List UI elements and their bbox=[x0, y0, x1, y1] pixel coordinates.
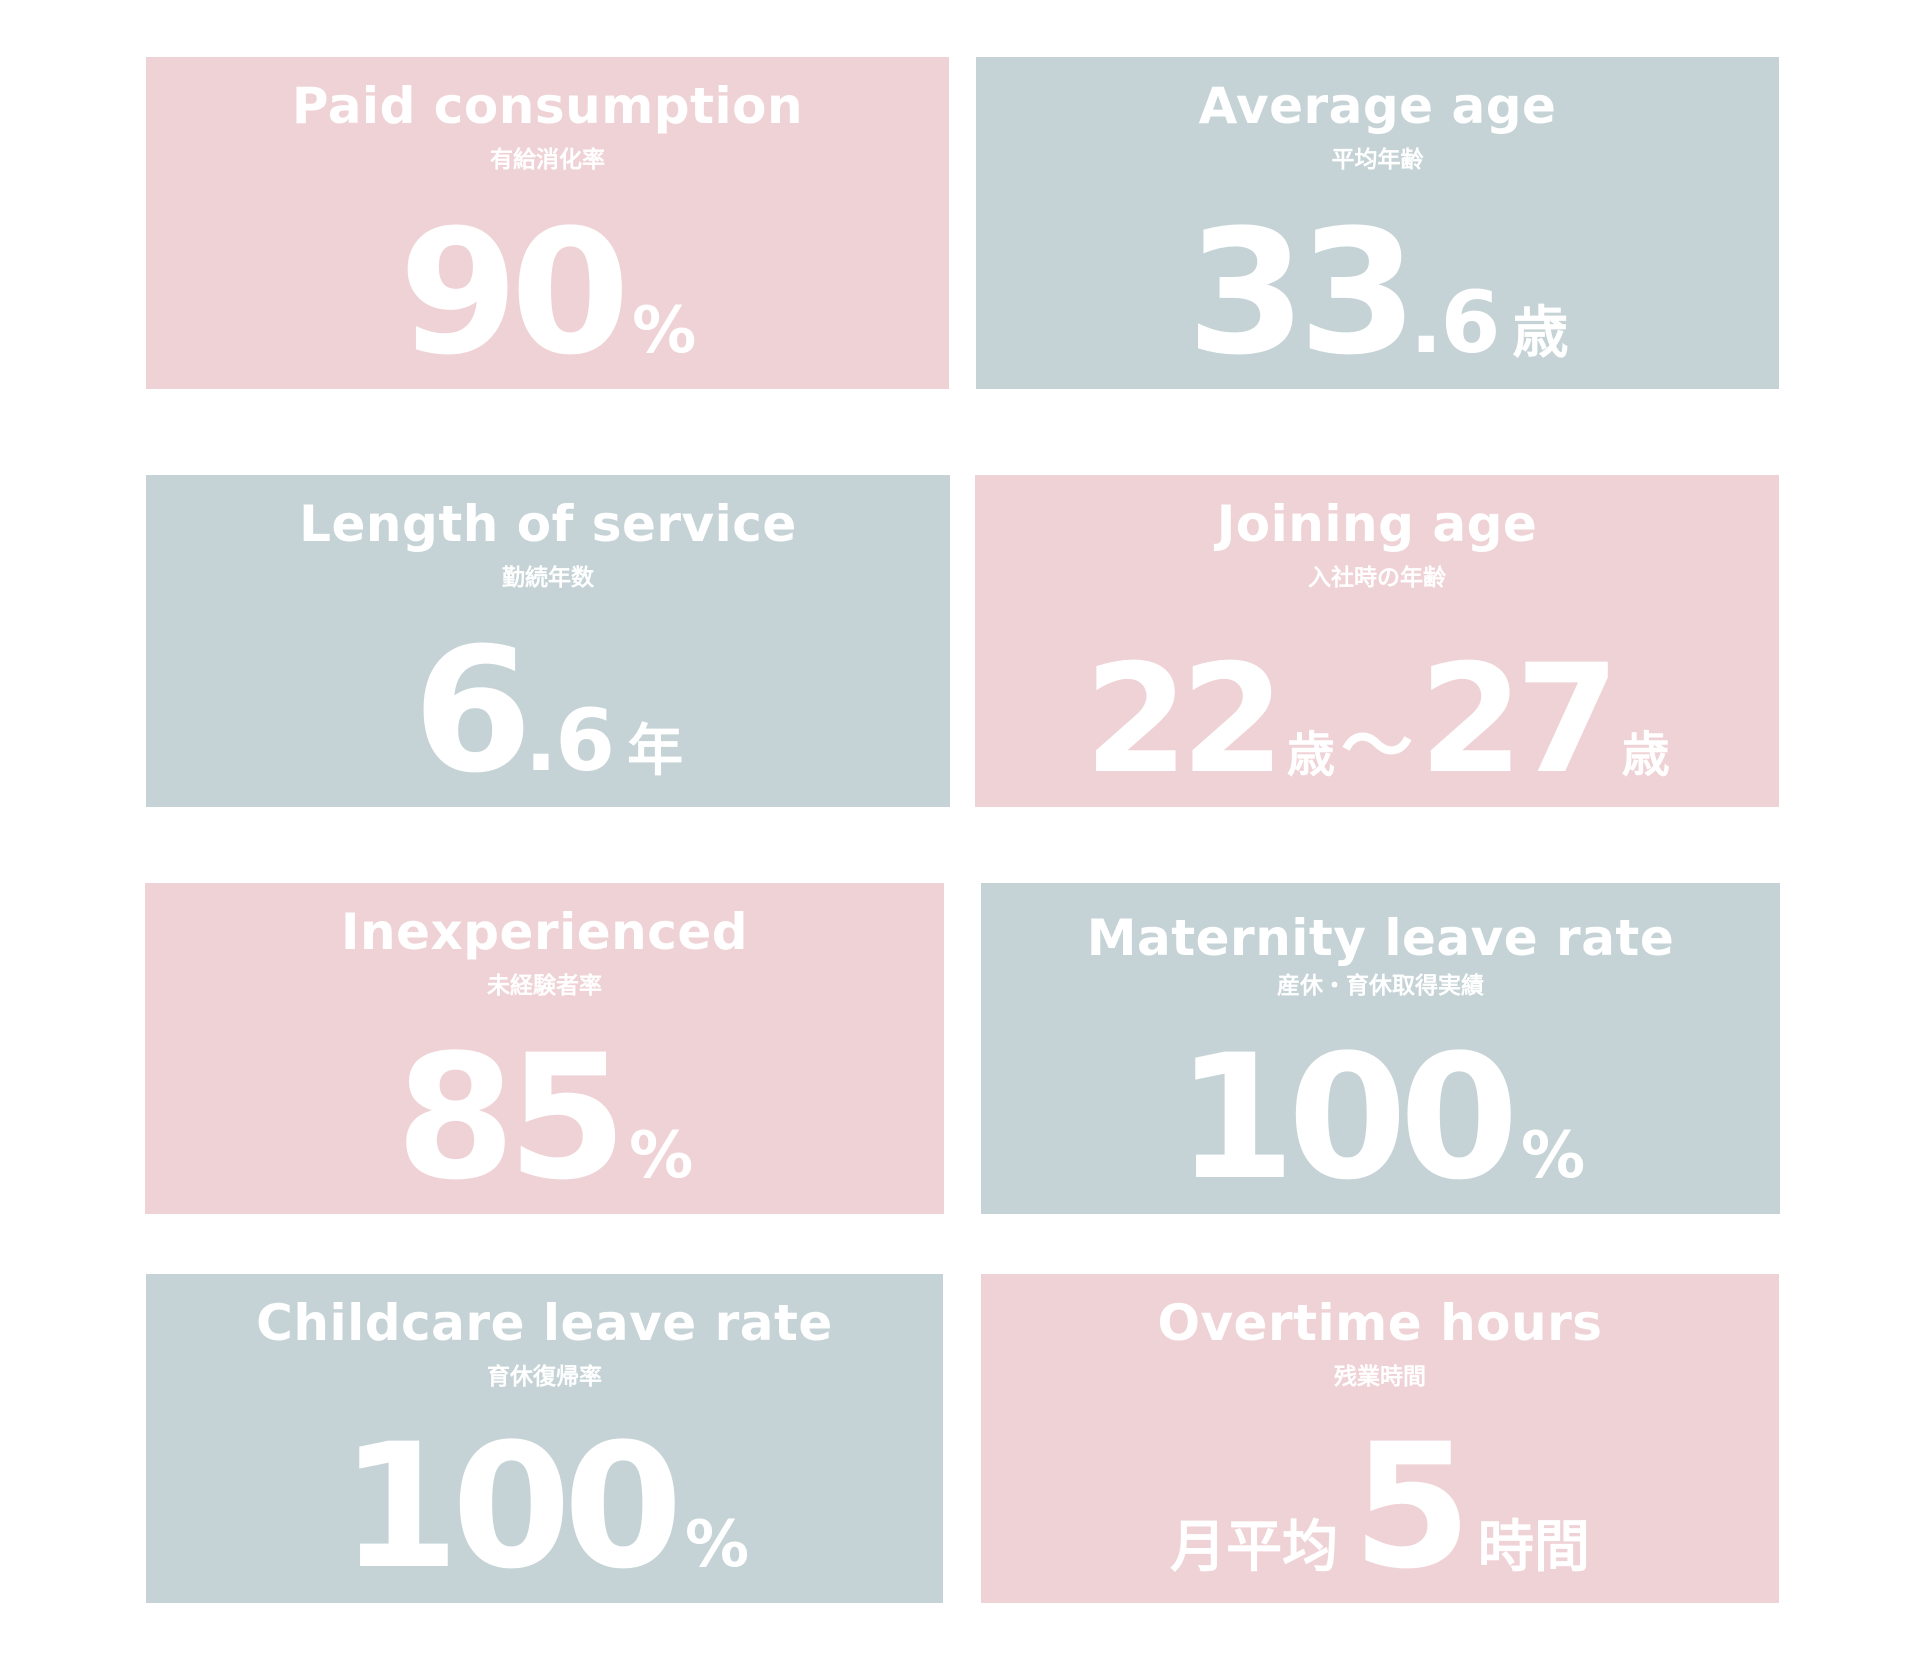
card-title: Length of service bbox=[299, 495, 797, 553]
range-separator: ～ bbox=[1340, 704, 1413, 788]
card-subtitle: 勤続年数 bbox=[502, 565, 594, 591]
stat-card-average-age: Average age 平均年齢 33 .6 歳 bbox=[976, 57, 1779, 389]
stat-value: 100 % bbox=[981, 1017, 1780, 1219]
card-subtitle: 有給消化率 bbox=[490, 147, 605, 173]
card-subtitle: 平均年齢 bbox=[1331, 147, 1424, 173]
stat-decimal: .6 bbox=[1409, 273, 1501, 374]
stat-card-joining-age: Joining age 入社時の年齢 22 歳 ～ 27 歳 bbox=[975, 475, 1779, 807]
card-title: Overtime hours bbox=[1157, 1294, 1603, 1352]
stat-card-childcare-leave-rate: Childcare leave rate 育休復帰率 100 % bbox=[146, 1274, 943, 1603]
stat-number: 85 bbox=[395, 1017, 627, 1219]
card-subtitle: 未経験者率 bbox=[487, 973, 602, 999]
card-title: Maternity leave rate bbox=[1086, 909, 1675, 967]
stat-card-paid-consumption: Paid consumption 有給消化率 90 % bbox=[146, 57, 949, 389]
stat-value: 100 % bbox=[146, 1406, 943, 1608]
stat-number: 5 bbox=[1352, 1406, 1472, 1608]
stat-number-to: 27 bbox=[1419, 633, 1620, 807]
card-subtitle: 育休復帰率 bbox=[487, 1364, 602, 1390]
stat-unit: % bbox=[684, 1508, 750, 1583]
stat-value: 85 % bbox=[145, 1017, 944, 1219]
stat-prefix: 月平均 bbox=[1170, 1515, 1339, 1581]
stat-number: 33 bbox=[1186, 192, 1418, 394]
stat-value: 6 .6 年 bbox=[146, 610, 950, 812]
stat-decimal: .6 bbox=[524, 691, 616, 792]
card-subtitle: 残業時間 bbox=[1334, 1364, 1426, 1390]
stat-card-overtime-hours: Overtime hours 残業時間 月平均 5 時間 bbox=[981, 1274, 1779, 1603]
stat-card-length-of-service: Length of service 勤続年数 6 .6 年 bbox=[146, 475, 950, 807]
stat-unit: % bbox=[632, 294, 697, 369]
stat-value: 90 % bbox=[146, 192, 949, 394]
card-subtitle: 産休・育休取得実績 bbox=[1277, 973, 1484, 999]
stat-unit: 年 bbox=[627, 719, 684, 785]
stat-unit: % bbox=[629, 1119, 694, 1194]
card-title: Joining age bbox=[1216, 495, 1538, 553]
card-title: Inexperienced bbox=[340, 903, 749, 961]
card-title: Average age bbox=[1198, 77, 1557, 135]
stat-unit: 時間 bbox=[1477, 1515, 1590, 1581]
stat-number: 90 bbox=[398, 192, 630, 394]
stat-unit: 歳 bbox=[1512, 301, 1569, 367]
stat-value: 22 歳 ～ 27 歳 bbox=[975, 633, 1779, 807]
stat-number: 6 bbox=[412, 610, 533, 812]
stat-value: 33 .6 歳 bbox=[976, 192, 1779, 394]
stat-number: 100 bbox=[339, 1406, 683, 1608]
stat-unit-from: 歳 bbox=[1286, 727, 1335, 783]
stat-unit-to: 歳 bbox=[1621, 727, 1670, 783]
stat-number-from: 22 bbox=[1084, 633, 1285, 807]
card-subtitle: 入社時の年齢 bbox=[1308, 565, 1446, 591]
stat-value: 月平均 5 時間 bbox=[981, 1406, 1779, 1608]
stat-unit: % bbox=[1520, 1119, 1586, 1194]
stat-number: 100 bbox=[1175, 1017, 1519, 1219]
card-title: Paid consumption bbox=[291, 77, 804, 135]
stat-card-inexperienced: Inexperienced 未経験者率 85 % bbox=[145, 883, 944, 1214]
stat-card-maternity-leave-rate: Maternity leave rate 産休・育休取得実績 100 % bbox=[981, 883, 1780, 1214]
card-title: Childcare leave rate bbox=[256, 1294, 833, 1352]
